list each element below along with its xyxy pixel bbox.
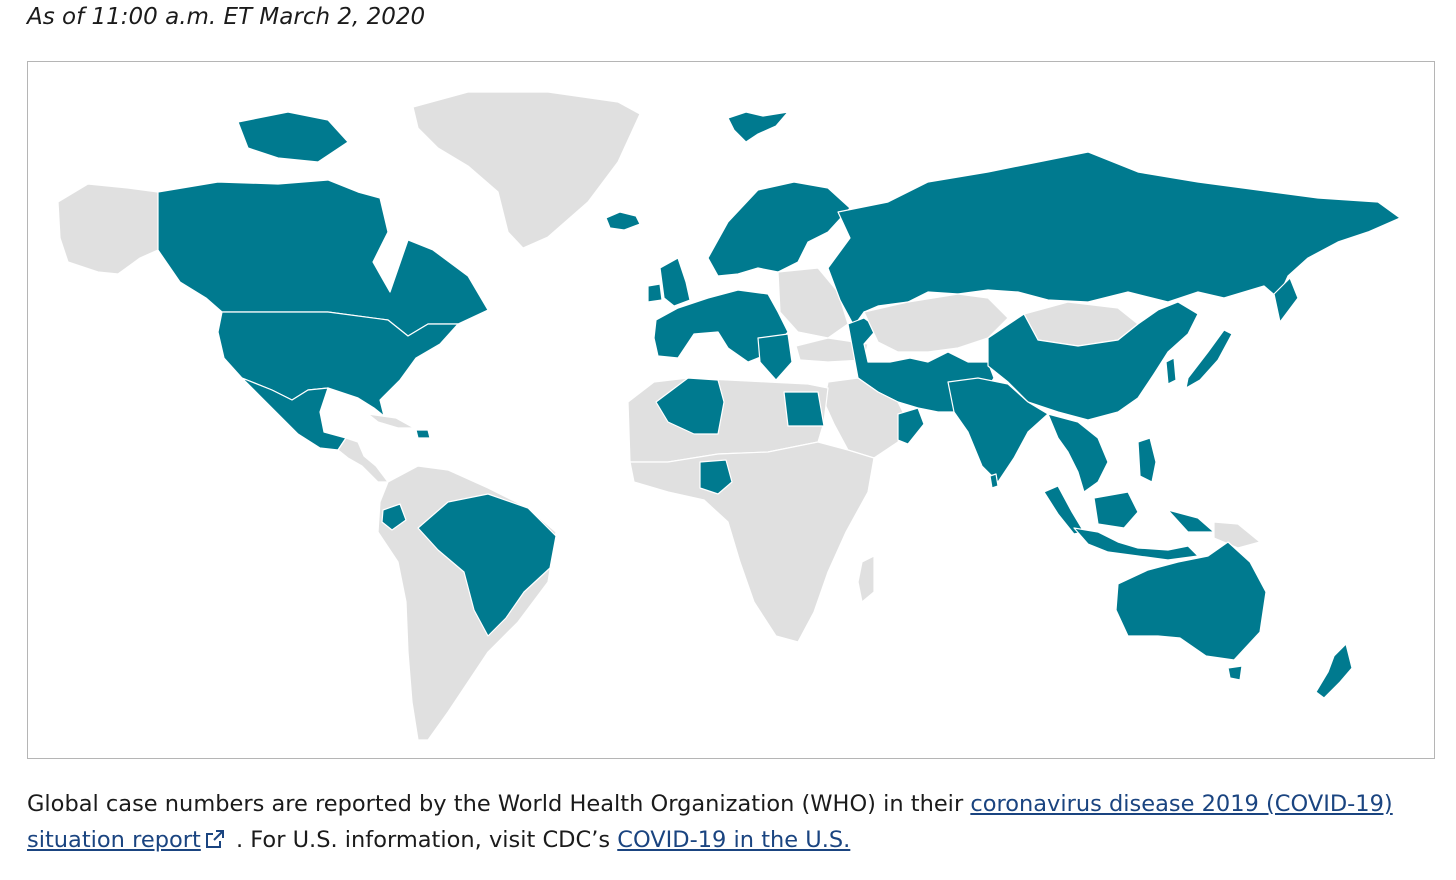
region-oman (897, 407, 925, 445)
region-canada (237, 111, 349, 163)
region-central-america-caribbean (337, 437, 389, 483)
footer-text-before: Global case numbers are reported by the … (27, 791, 971, 817)
region-eastern-europe (777, 267, 849, 339)
covid-us-link[interactable]: COVID-19 in the U.S. (617, 827, 851, 853)
region-india (947, 377, 1049, 483)
region-western-europe (757, 333, 793, 381)
region-papua-new-guinea (1213, 521, 1261, 549)
region-tasmania (1227, 665, 1243, 681)
region-western-europe (653, 289, 789, 363)
region-indonesia (1167, 509, 1215, 533)
region-algeria (655, 377, 725, 435)
situation-report-link[interactable]: coronavirus disease 2019 (COVID-19) situ… (27, 791, 1393, 853)
region-nigeria (699, 459, 733, 495)
region-sub-saharan-africa (629, 441, 875, 643)
region-indonesia (1073, 527, 1199, 561)
region-greenland (412, 91, 641, 249)
region-brazil (417, 493, 557, 637)
region-alaska (57, 183, 159, 275)
footer-text-middle: . For U.S. information, visit CDC’s (228, 827, 618, 853)
region-egypt (783, 391, 825, 427)
region-russia (827, 151, 1401, 327)
region-new-zealand (1315, 643, 1353, 699)
region-scandinavia (707, 181, 851, 277)
region-madagascar (857, 555, 875, 603)
region-canada (157, 179, 489, 337)
region-saudi-arabia (823, 377, 909, 459)
footer-text: Global case numbers are reported by the … (27, 786, 1427, 858)
timestamp: As of 11:00 a.m. ET March 2, 2020 (27, 4, 426, 30)
region-central-america-caribbean (367, 413, 415, 429)
region-united-kingdom-ireland (647, 257, 691, 307)
region-southeast-asia (1043, 485, 1085, 535)
region-dominican-republic (415, 429, 431, 439)
external-link-icon (205, 824, 225, 848)
region-australia (1115, 541, 1267, 661)
region-southeast-asia (1047, 413, 1109, 493)
region-ecuador (381, 503, 407, 531)
region-sri-lanka (989, 473, 999, 489)
region-china (987, 301, 1199, 421)
region-united-states (217, 311, 459, 417)
region-svalbard (727, 111, 789, 143)
region-russia (1273, 277, 1299, 323)
region-philippines (1137, 437, 1157, 483)
region-indonesia (1093, 491, 1139, 529)
region-iceland (605, 211, 641, 231)
region-korea (1165, 357, 1177, 385)
region-japan (1185, 329, 1233, 389)
world-map-svg (57, 91, 1401, 741)
world-map (27, 61, 1435, 759)
region-mexico (241, 377, 347, 451)
